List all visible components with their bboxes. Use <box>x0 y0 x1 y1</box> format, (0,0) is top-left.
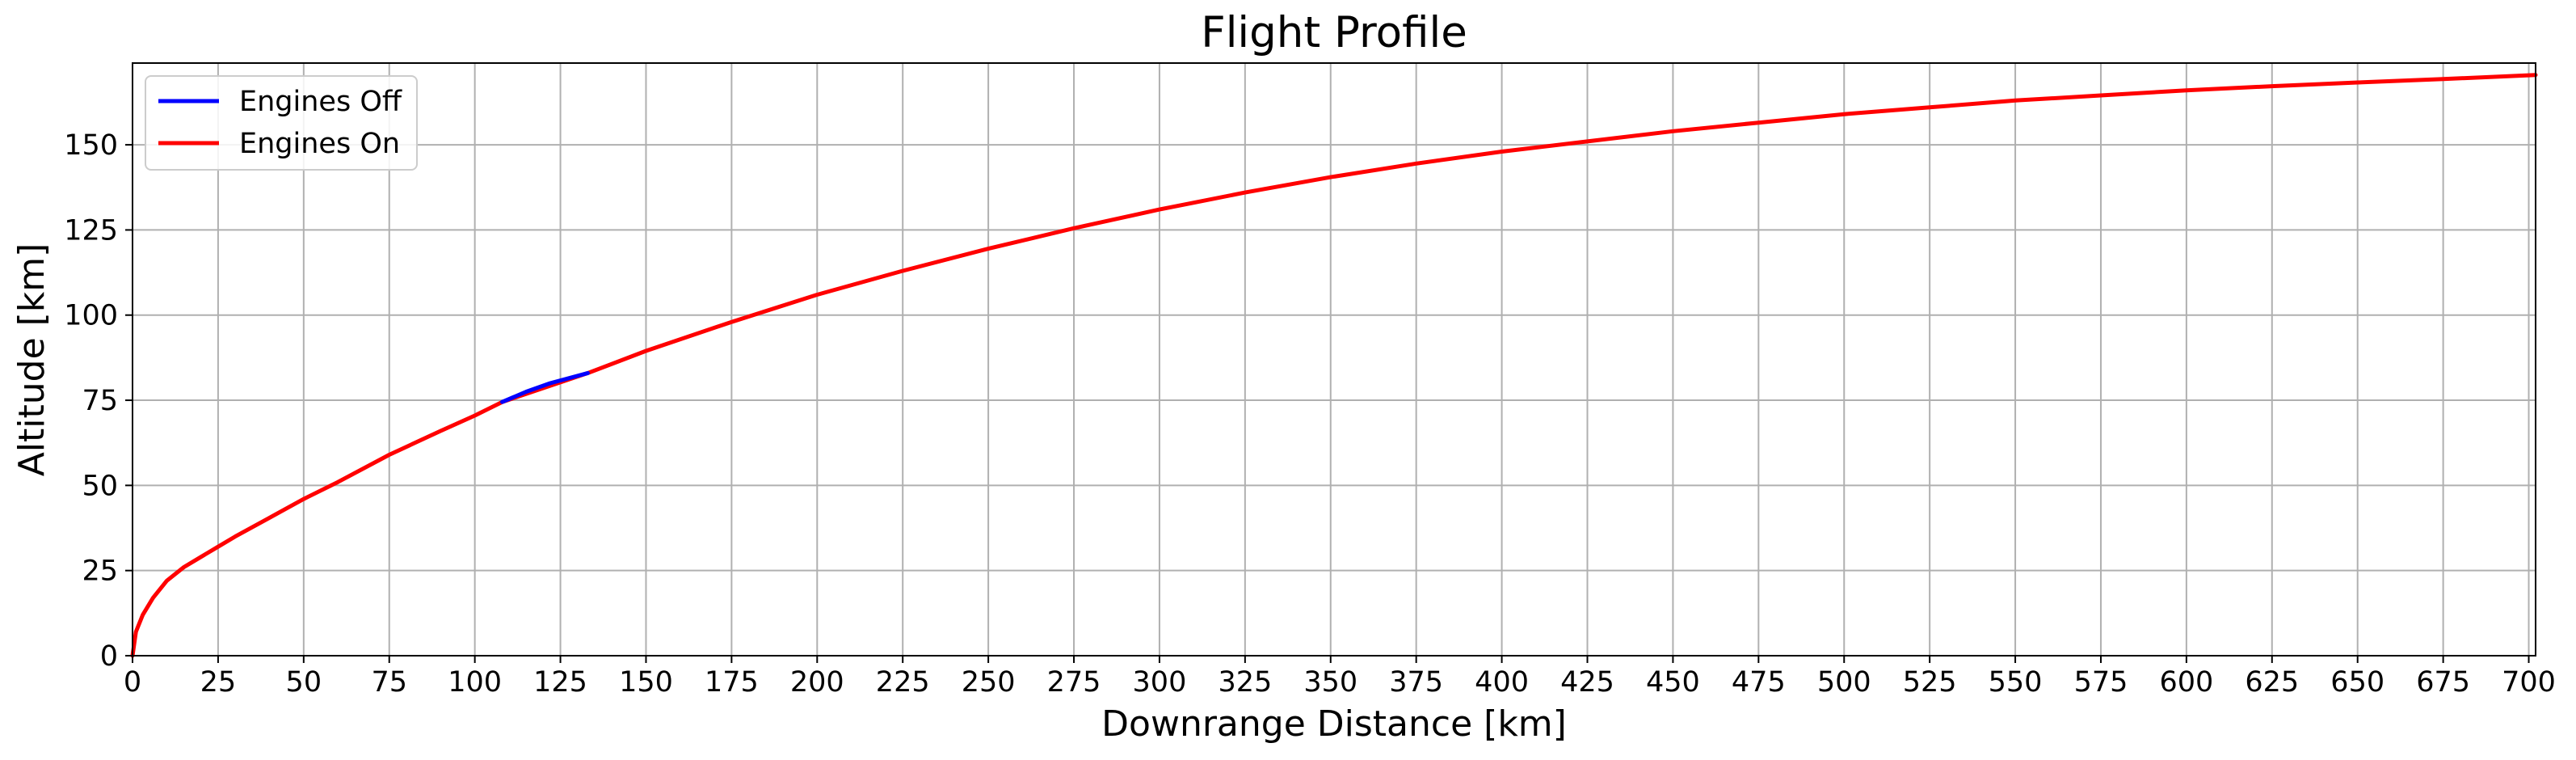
x-tick-label: 325 <box>1218 666 1272 699</box>
x-tick-label: 200 <box>790 666 844 699</box>
x-tick-label: 350 <box>1303 666 1357 699</box>
plot-lines <box>130 73 2538 658</box>
y-tick-label: 50 <box>82 470 118 502</box>
x-tick-label: 125 <box>533 666 587 699</box>
legend-label-engines-on: Engines On <box>239 128 400 160</box>
x-tick-label: 525 <box>1903 666 1957 699</box>
x-axis-label: Downrange Distance [km] <box>1101 703 1567 745</box>
x-tick-label: 625 <box>2245 666 2299 699</box>
x-tick-label: 650 <box>2330 666 2384 699</box>
x-tick-label: 300 <box>1133 666 1187 699</box>
x-tick-label: 100 <box>448 666 502 699</box>
x-tick-label: 575 <box>2074 666 2128 699</box>
x-tick-label: 500 <box>1817 666 1871 699</box>
y-axis-ticks: 0 25 50 75 100 125 150 <box>64 129 133 673</box>
legend: Engines Off Engines On <box>145 75 418 171</box>
chart-title: Flight Profile <box>1201 8 1467 57</box>
x-tick-label: 150 <box>619 666 673 699</box>
y-tick-label: 0 <box>100 640 118 673</box>
x-tick-label: 50 <box>286 666 322 699</box>
x-tick-label: 25 <box>200 666 237 699</box>
legend-label-engines-off: Engines Off <box>239 86 402 118</box>
y-axis-label: Altitude [km] <box>11 243 53 477</box>
x-tick-label: 375 <box>1389 666 1443 699</box>
grid <box>132 63 2536 657</box>
x-tick-label: 425 <box>1560 666 1614 699</box>
y-tick-label: 100 <box>64 300 118 332</box>
x-tick-label: 675 <box>2416 666 2470 699</box>
y-tick-label: 150 <box>64 129 118 162</box>
x-tick-label: 175 <box>705 666 759 699</box>
series-line-engines-off <box>500 370 590 404</box>
series-line-engines-on <box>130 73 2538 658</box>
y-tick-label: 125 <box>64 214 118 247</box>
x-tick-label: 475 <box>1732 666 1786 699</box>
y-tick-label: 25 <box>82 555 118 588</box>
x-tick-label: 225 <box>876 666 930 699</box>
x-tick-label: 400 <box>1475 666 1529 699</box>
plot-frame <box>132 62 2536 657</box>
y-tick-label: 75 <box>82 385 118 417</box>
x-axis-ticks: 0 25 50 75 100 125 150 175 200 225 250 275 300 325 350… <box>124 656 2556 699</box>
x-tick-label: 250 <box>962 666 1016 699</box>
x-tick-label: 550 <box>1989 666 2043 699</box>
x-tick-label: 75 <box>371 666 407 699</box>
x-tick-label: 450 <box>1646 666 1700 699</box>
x-tick-label: 275 <box>1047 666 1101 699</box>
x-tick-label: 700 <box>2502 666 2556 699</box>
x-tick-label: 0 <box>124 666 141 699</box>
x-tick-label: 600 <box>2159 666 2213 699</box>
